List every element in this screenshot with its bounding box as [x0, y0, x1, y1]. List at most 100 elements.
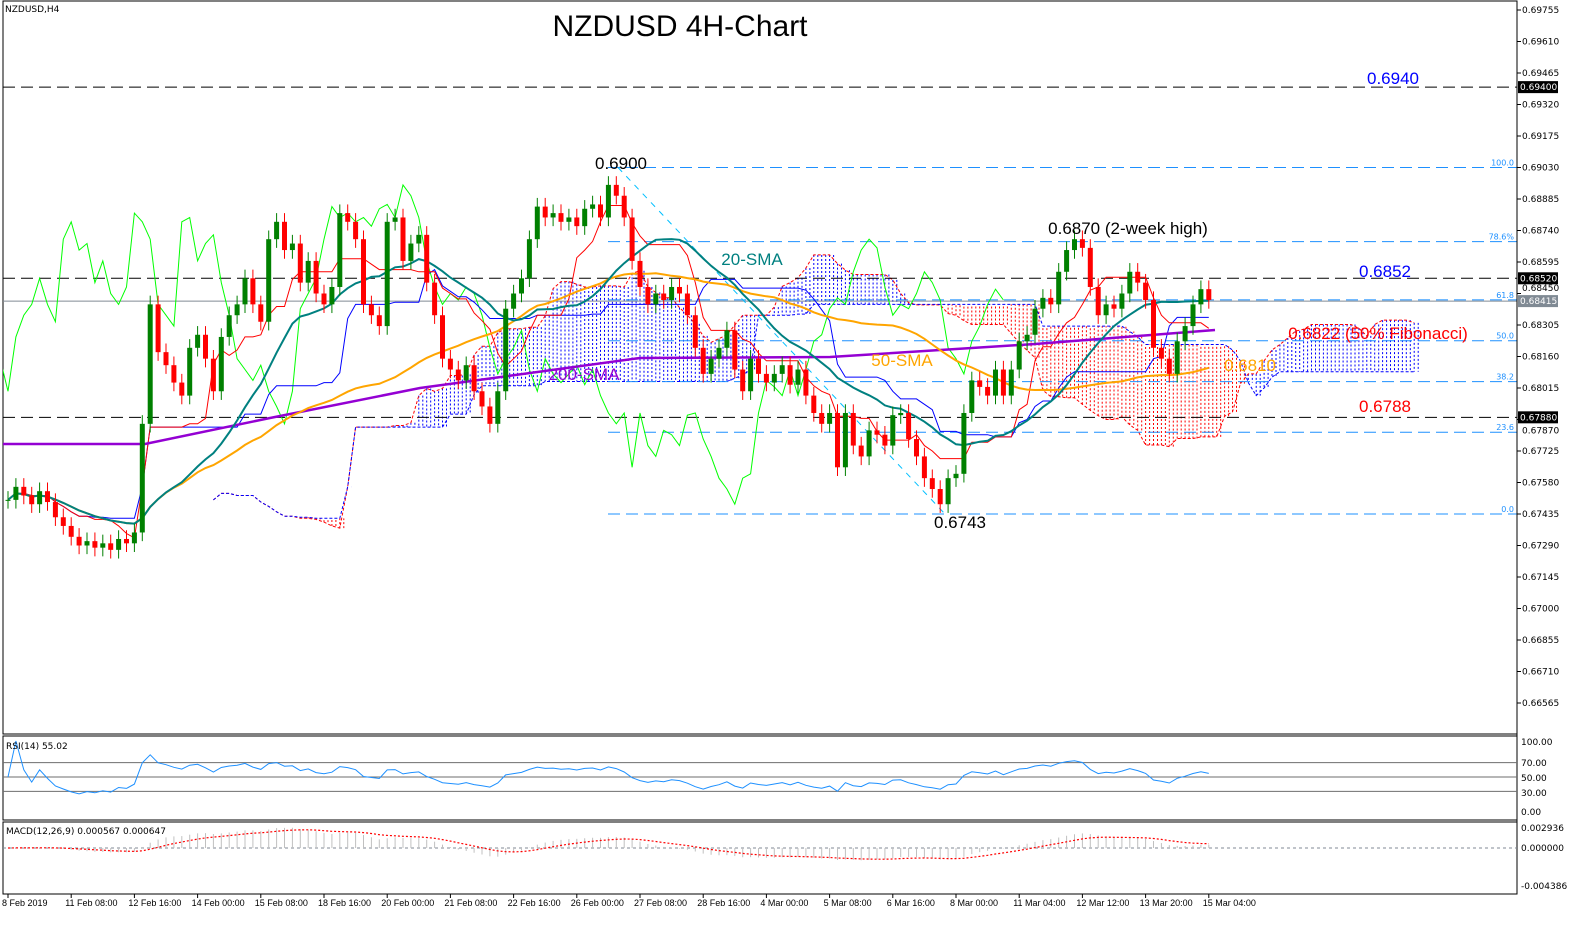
candle-body [313, 260, 319, 294]
candle-body [771, 373, 777, 383]
fibonacci-level-label: 61.8 [1496, 291, 1514, 300]
candle-body [779, 365, 785, 374]
date-tick-label: 27 Feb 08:00 [634, 898, 687, 908]
candle-body [898, 412, 904, 416]
candle-body [1174, 341, 1180, 374]
annotation-0.6852: 0.6852 [1359, 262, 1411, 281]
price-tick-label: 0.67000 [1522, 604, 1559, 614]
candle-body [684, 293, 690, 316]
candle-body [692, 315, 698, 348]
candle-body [1182, 326, 1188, 342]
price-marker-label: 0.68520 [1520, 274, 1557, 284]
candle-body [819, 412, 825, 424]
rsi-tick: 0.00 [1521, 808, 1541, 818]
candle-body [171, 365, 177, 383]
candle-body [84, 541, 90, 546]
price-tick-label: 0.68015 [1522, 384, 1559, 394]
senkou-span-b [213, 303, 1415, 519]
candle-body [740, 369, 746, 392]
candle-body [368, 304, 374, 316]
candle-body [906, 412, 912, 440]
candle-body [242, 278, 248, 305]
candle-body [850, 412, 856, 446]
price-tick-label: 0.67580 [1522, 478, 1559, 488]
date-tick-label: 6 Mar 16:00 [887, 898, 935, 908]
candle-body [463, 365, 469, 381]
date-tick-label: 12 Feb 16:00 [128, 898, 181, 908]
candle-body [858, 445, 864, 457]
candle-body [179, 382, 185, 396]
price-marker-badge [1518, 81, 1558, 94]
candle-body [526, 239, 532, 279]
price-tick-label: 0.67290 [1522, 541, 1559, 551]
candle-body [1135, 271, 1141, 283]
price-tick-label: 0.69755 [1522, 6, 1559, 16]
annotation-0.6810: 0.6810 [1224, 356, 1276, 375]
annotation-0.6788: 0.6788 [1359, 397, 1411, 416]
date-tick-label: 4 Mar 00:00 [760, 898, 808, 908]
candle-body [45, 491, 50, 503]
candle-body [1087, 247, 1093, 287]
senkou-span-a [213, 254, 1415, 529]
date-tick-label: 18 Feb 16:00 [318, 898, 371, 908]
fibonacci-level-label: 78.6% [1489, 233, 1515, 242]
price-tick-label: 0.69320 [1522, 100, 1559, 110]
candle-body [669, 286, 675, 301]
candle-body [266, 239, 272, 322]
candle-body [471, 365, 477, 392]
candle-body [234, 304, 240, 316]
candle-body [993, 369, 998, 396]
candle-body [787, 365, 793, 385]
candle-body [37, 491, 43, 505]
candle-body [5, 499, 11, 501]
candle-body [929, 478, 935, 490]
candle-body [282, 221, 287, 251]
candle-body [297, 243, 303, 283]
candle-body [1064, 250, 1070, 272]
candle-body [1008, 369, 1014, 396]
candle-body [76, 536, 82, 546]
candle-body [811, 395, 817, 413]
candle-body [424, 234, 430, 283]
candle-body [763, 373, 769, 383]
annotation-0.6900: 0.6900 [595, 154, 647, 173]
price-tick-label: 0.69465 [1522, 69, 1559, 79]
candle-body [842, 412, 848, 468]
candle-body [274, 221, 280, 240]
candle-body [1143, 282, 1149, 301]
candle-body [637, 260, 643, 287]
fibonacci-level-label: 23.6 [1496, 423, 1514, 432]
candle-body [52, 502, 58, 518]
candle-body [1095, 286, 1101, 316]
candle-body [337, 213, 343, 287]
rsi-panel [2, 735, 1518, 821]
chikou-span-line [3, 183, 1004, 506]
candle-body [163, 352, 169, 366]
rsi-label: RSI(14) 55.02 [6, 742, 68, 752]
price-tick-label: 0.67435 [1522, 510, 1559, 520]
candle-body [1040, 297, 1046, 309]
candle-body [258, 304, 264, 322]
macd-tick: -0.004386 [1521, 882, 1567, 892]
date-tick-label: 8 Mar 00:00 [950, 898, 998, 908]
date-tick-label: 11 Feb 08:00 [65, 898, 117, 908]
candle-body [392, 217, 398, 222]
price-tick-label: 0.67145 [1522, 573, 1559, 583]
candle-body [645, 286, 651, 305]
candle-body [155, 304, 161, 353]
candle-body [503, 308, 509, 392]
candle-body [756, 358, 761, 374]
candle-body [803, 369, 809, 396]
price-tick-label: 0.66565 [1522, 699, 1559, 709]
candle-body [953, 473, 959, 479]
candle-body [748, 358, 754, 392]
price-tick-label: 0.69610 [1522, 37, 1559, 47]
candle-body [542, 206, 548, 218]
fibonacci-level-label: 38.2 [1496, 373, 1514, 382]
candle-body [100, 543, 106, 548]
macd-panel [2, 821, 1518, 895]
candle-body [605, 184, 611, 218]
candle-body [795, 369, 801, 385]
candle-body [353, 221, 359, 240]
candle-body [68, 525, 74, 537]
